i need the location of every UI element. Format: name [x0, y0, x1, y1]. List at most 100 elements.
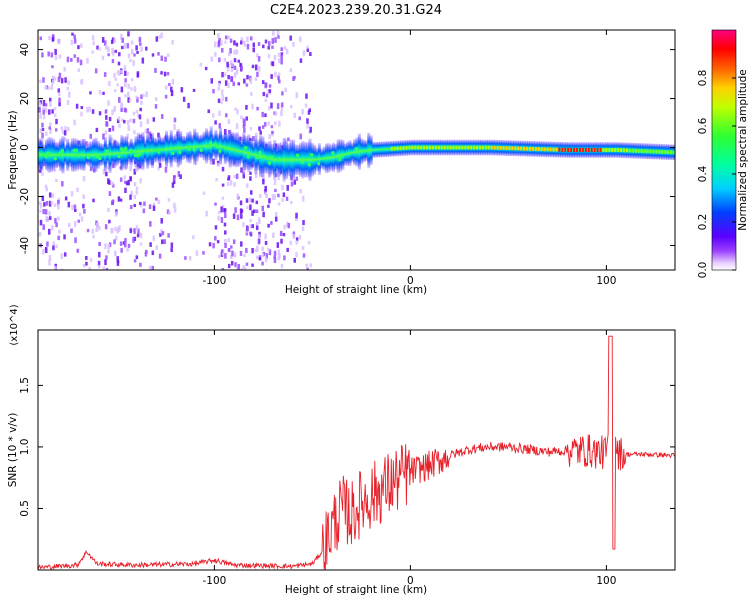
noise-speckle — [261, 261, 264, 266]
ridge-segment — [357, 133, 361, 170]
noise-speckle — [160, 218, 163, 224]
ridge-core — [581, 148, 584, 152]
noise-speckle — [58, 97, 61, 103]
noise-speckle — [116, 256, 119, 261]
noise-speckle — [42, 108, 45, 115]
ridge-segment — [146, 132, 150, 169]
noise-speckle — [302, 220, 305, 226]
ridge-blob — [77, 153, 81, 158]
noise-speckle — [42, 249, 45, 255]
noise-speckle — [158, 253, 162, 259]
ridge-segment — [254, 135, 258, 175]
noise-speckle — [115, 211, 118, 217]
noise-speckle — [118, 96, 121, 103]
noise-speckle — [54, 54, 58, 60]
noise-speckle — [149, 221, 152, 227]
figure-title: C2E4.2023.239.20.31.G24 — [270, 3, 442, 18]
noise-speckle — [277, 52, 281, 58]
ridge-core — [429, 145, 432, 150]
noise-speckle — [114, 226, 117, 232]
noise-speckle — [133, 236, 137, 241]
noise-speckle — [217, 32, 220, 39]
ridge-blob — [310, 153, 314, 157]
ridge-segment — [113, 139, 117, 168]
noise-speckle — [39, 36, 43, 41]
noise-speckle — [127, 83, 130, 89]
noise-speckle — [302, 253, 306, 258]
noise-speckle — [136, 233, 140, 238]
noise-speckle — [144, 129, 148, 133]
noise-speckle — [102, 133, 105, 140]
colorbar-tick-label: 0.0 — [697, 262, 709, 279]
noise-speckle — [242, 173, 246, 179]
y-tick-label: -40 — [19, 237, 31, 254]
noise-speckle — [274, 111, 278, 116]
noise-speckle — [91, 109, 95, 114]
noise-speckle — [124, 180, 127, 184]
noise-speckle — [268, 249, 272, 256]
noise-speckle — [256, 71, 259, 77]
ridge-segment — [287, 143, 291, 177]
noise-speckle — [132, 60, 135, 67]
noise-speckle — [139, 42, 142, 46]
noise-speckle — [229, 255, 233, 260]
noise-speckle — [57, 203, 60, 210]
ridge-core — [411, 145, 414, 150]
noise-speckle — [256, 245, 259, 252]
noise-speckle — [108, 191, 112, 196]
noise-speckle — [290, 181, 294, 187]
ridge-blob — [213, 142, 218, 147]
noise-speckle — [217, 86, 221, 91]
noise-speckle — [286, 221, 289, 228]
noise-speckle — [237, 59, 241, 63]
noise-speckle — [192, 88, 196, 92]
ridge-segment — [197, 135, 201, 158]
noise-speckle — [61, 130, 65, 135]
noise-speckle — [123, 43, 126, 49]
noise-speckle — [142, 208, 146, 214]
ridge-segment — [134, 136, 138, 168]
noise-speckle — [70, 228, 73, 233]
noise-speckle — [199, 62, 203, 67]
ridge-segment — [503, 140, 507, 156]
noise-speckle — [243, 266, 247, 270]
noise-speckle — [224, 239, 227, 246]
ridge-segment — [553, 141, 557, 158]
noise-speckle — [73, 34, 76, 40]
noise-speckle — [302, 50, 306, 57]
noise-speckle — [230, 76, 233, 83]
ridge-segment — [306, 142, 310, 178]
ridge-segment — [167, 135, 171, 163]
noise-speckle — [227, 263, 231, 269]
noise-speckle — [273, 255, 276, 260]
ridge-segment — [233, 132, 237, 167]
ridge-segment — [183, 136, 187, 160]
ridge-segment — [103, 136, 107, 172]
noise-speckle — [73, 204, 77, 209]
noise-speckle — [51, 34, 55, 38]
noise-speckle — [270, 102, 273, 109]
noise-speckle — [172, 176, 176, 182]
ridge-segment — [529, 140, 533, 157]
ridge-segment — [339, 139, 343, 172]
noise-speckle — [127, 243, 131, 248]
ridge-segment — [379, 141, 383, 158]
ridge-segment — [244, 136, 248, 170]
noise-speckle — [63, 129, 67, 136]
ridge-core — [558, 147, 561, 152]
noise-speckle — [132, 237, 135, 243]
noise-speckle — [224, 230, 227, 235]
noise-speckle — [73, 221, 77, 227]
ridge-core — [634, 148, 637, 153]
ridge-segment — [45, 139, 49, 171]
ridge-blob — [124, 146, 128, 151]
ridge-segment — [588, 142, 592, 158]
noise-speckle — [264, 191, 268, 196]
ridge-segment — [303, 142, 307, 178]
noise-speckle — [107, 46, 110, 53]
colorbar: 0.0 0.2 0.4 0.6 0.8 Normalized spectral ampl… — [697, 29, 749, 279]
noise-speckle — [255, 200, 259, 205]
ridge-segment — [597, 142, 601, 158]
ridge-segment — [212, 134, 216, 157]
noise-speckle — [251, 103, 254, 110]
